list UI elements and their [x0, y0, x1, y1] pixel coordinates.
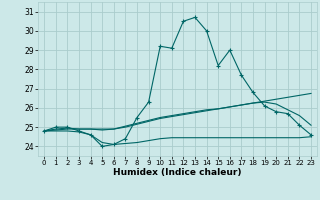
X-axis label: Humidex (Indice chaleur): Humidex (Indice chaleur) — [113, 168, 242, 177]
